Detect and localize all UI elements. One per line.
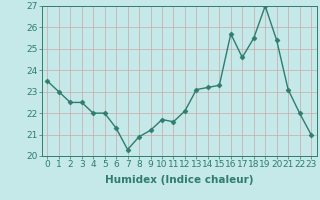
X-axis label: Humidex (Indice chaleur): Humidex (Indice chaleur) xyxy=(105,175,253,185)
